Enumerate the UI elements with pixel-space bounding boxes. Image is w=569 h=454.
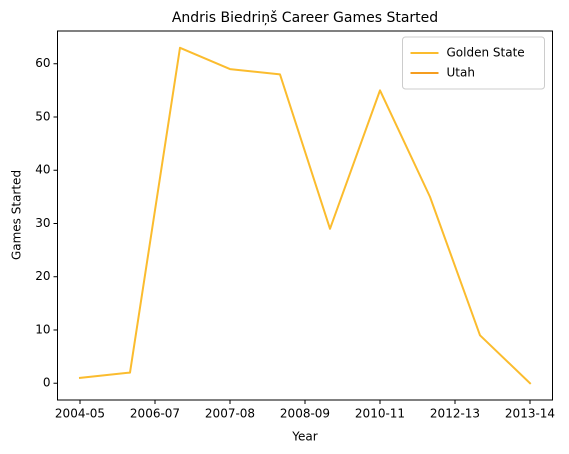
y-axis-label: Games Started [10,170,24,260]
line-series [78,46,532,385]
legend-label: Utah [447,66,475,80]
y-tick-label: 0 [43,376,51,390]
y-tick-label: 20 [35,269,50,283]
legend-label: Golden State [447,46,525,60]
y-tick-label: 60 [35,56,50,70]
x-tick-label: 2012-13 [430,407,480,421]
x-tick-label: 2007-08 [205,407,255,421]
plot-frame [57,30,553,401]
x-tick-label: 2010-11 [355,407,405,421]
x-tick-label: 2004-05 [55,407,105,421]
x-tick-label: 2008-09 [280,407,330,421]
x-tick-label: 2006-07 [130,407,180,421]
y-tick-label: 40 [35,163,50,177]
legend: Golden State Utah [402,36,545,90]
x-tick-label: 2013-14 [505,407,555,421]
y-tick-label: 30 [35,216,50,230]
x-axis-label: Year [291,430,317,444]
y-tick-label: 10 [35,322,50,336]
legend-box [402,36,545,90]
chart-title: Andris Biedriņš Career Games Started [172,10,438,26]
y-tick-label: 50 [35,109,50,123]
